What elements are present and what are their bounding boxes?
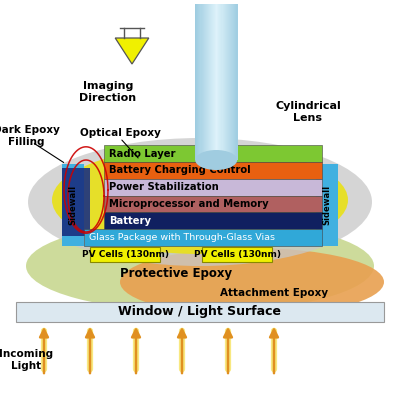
Text: Imaging
Direction: Imaging Direction: [80, 81, 136, 103]
Bar: [104, 196, 322, 212]
Bar: [195, 4, 197, 160]
Ellipse shape: [120, 248, 384, 316]
Text: Microprocessor and Memory: Microprocessor and Memory: [109, 199, 268, 209]
Text: Attachment Epoxy: Attachment Epoxy: [220, 288, 328, 298]
Bar: [104, 145, 322, 162]
Bar: [202, 4, 203, 160]
Text: Power Stabilization: Power Stabilization: [109, 182, 218, 192]
Bar: [196, 4, 198, 160]
Text: Dark Epoxy
Filling: Dark Epoxy Filling: [0, 125, 60, 147]
Bar: [226, 4, 227, 160]
Text: Radio Layer: Radio Layer: [109, 148, 175, 158]
Bar: [208, 4, 209, 160]
Bar: [215, 4, 217, 160]
Bar: [222, 4, 223, 160]
Bar: [206, 4, 207, 160]
Bar: [227, 4, 228, 160]
Bar: [104, 212, 322, 229]
Bar: [216, 4, 218, 160]
Text: Battery: Battery: [109, 216, 151, 226]
Bar: [212, 4, 214, 160]
Bar: [62, 164, 84, 246]
Text: Protective Epoxy: Protective Epoxy: [120, 267, 232, 280]
Text: Glass Package with Through-Glass Vias: Glass Package with Through-Glass Vias: [89, 233, 275, 242]
Ellipse shape: [52, 146, 348, 254]
Text: Sidewall: Sidewall: [68, 185, 77, 225]
Polygon shape: [115, 38, 149, 64]
Bar: [202, 247, 272, 262]
Bar: [234, 4, 236, 160]
Bar: [205, 4, 206, 160]
Bar: [199, 4, 201, 160]
Bar: [210, 4, 211, 160]
Bar: [236, 4, 238, 160]
Text: PV Cells (130nm): PV Cells (130nm): [194, 250, 280, 259]
Bar: [225, 4, 226, 160]
Bar: [202, 4, 204, 160]
Bar: [229, 4, 230, 160]
Bar: [222, 4, 224, 160]
Bar: [231, 4, 232, 160]
Bar: [211, 4, 212, 160]
Bar: [198, 4, 200, 160]
Ellipse shape: [195, 150, 237, 170]
Bar: [90, 247, 160, 262]
Bar: [200, 4, 202, 160]
Text: Window / Light Surface: Window / Light Surface: [118, 306, 282, 318]
Text: Battery Charging Control: Battery Charging Control: [109, 166, 250, 175]
Text: Incoming
Light: Incoming Light: [0, 349, 53, 371]
Ellipse shape: [28, 138, 372, 266]
Bar: [230, 4, 231, 160]
Bar: [233, 4, 234, 160]
Bar: [84, 229, 322, 246]
Bar: [62, 168, 90, 236]
Bar: [232, 4, 234, 160]
Bar: [214, 4, 216, 160]
Text: PV Cells (130nm): PV Cells (130nm): [82, 250, 168, 259]
Bar: [104, 162, 322, 179]
Bar: [197, 4, 199, 160]
Bar: [235, 4, 236, 160]
Bar: [16, 302, 384, 322]
Bar: [217, 4, 219, 160]
Bar: [104, 179, 322, 196]
Text: Cylindrical
Lens: Cylindrical Lens: [275, 101, 341, 123]
Bar: [204, 4, 205, 160]
Text: Sidewall: Sidewall: [322, 185, 331, 225]
Bar: [219, 4, 221, 160]
Text: Optical Epoxy: Optical Epoxy: [80, 128, 160, 138]
Bar: [224, 4, 225, 160]
Bar: [220, 4, 222, 160]
Bar: [228, 4, 229, 160]
Ellipse shape: [26, 220, 374, 312]
Bar: [209, 4, 210, 160]
Bar: [213, 4, 214, 160]
Bar: [218, 4, 220, 160]
Bar: [316, 164, 338, 246]
Bar: [207, 4, 208, 160]
